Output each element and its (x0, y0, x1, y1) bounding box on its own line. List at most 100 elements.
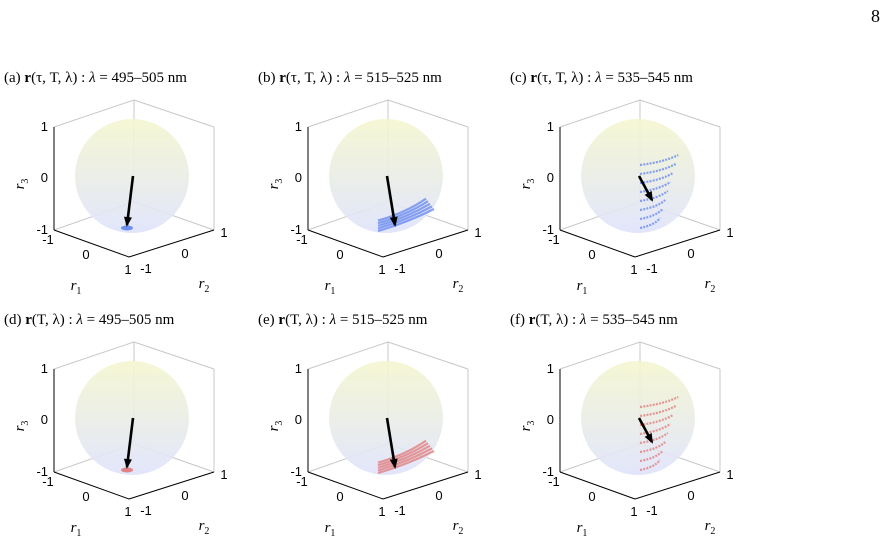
panel-vector: r (24, 70, 32, 86)
state-point (639, 450, 664, 463)
panel-label: (d) (4, 312, 26, 328)
y-tick-label: -1 (140, 261, 152, 276)
arrow-head (124, 458, 132, 469)
x-tick-label: 1 (630, 504, 637, 519)
state-point (639, 423, 672, 436)
x-tick-label: -1 (42, 232, 54, 247)
z-tick-label: 0 (547, 170, 554, 185)
y-tick-label: -1 (140, 503, 152, 518)
state-point (639, 459, 661, 472)
x-tick-label: -1 (548, 232, 560, 247)
panel-range: = 515–525 nm (350, 70, 442, 86)
panel-sep: : (568, 312, 580, 328)
panel-b: (b) r(τ, T, λ) : λ = 515–525 nm 1 0 -1 -1 0 1-… (258, 70, 518, 310)
y-tick-label: 0 (687, 488, 694, 503)
x-tick-label: 1 (124, 262, 131, 277)
z-tick-label: 0 (41, 170, 48, 185)
x-tick-label: 0 (336, 247, 343, 262)
box-edge (387, 99, 469, 128)
panel-range: = 515–525 nm (336, 312, 428, 328)
y-axis-label: r2 (199, 518, 210, 537)
panel-vector: r (279, 70, 286, 86)
x-tick-label: 0 (82, 489, 89, 504)
x-tick-label: 0 (82, 247, 89, 262)
z-tick-label: 1 (41, 119, 48, 134)
arrow-head (389, 458, 398, 469)
state-point-cloud (121, 225, 133, 231)
x-tick-label: 1 (630, 262, 637, 277)
state-point (639, 396, 679, 409)
state-point (377, 197, 427, 222)
axis-line (128, 229, 215, 258)
axis-line (128, 471, 215, 500)
panel-args: (T, λ) (31, 312, 65, 328)
panel-range: = 495–505 nm (82, 312, 175, 328)
panel-label: (b) (258, 70, 280, 86)
panel-args: (τ, T, λ) (31, 70, 78, 86)
panel-lambda: λ (89, 70, 96, 86)
x-tick-label: -1 (42, 474, 54, 489)
panel-title: (a) r(τ, T, λ) : λ = 495–505 nm (4, 70, 187, 87)
panel-d: (d) r(T, λ) : λ = 495–505 nm 1 0 -1 -1 0 1 -1 0 1… (4, 312, 264, 552)
x-axis-label: r1 (325, 278, 336, 297)
arrow-head (389, 216, 398, 227)
z-tick-label: -1 (290, 464, 302, 479)
panel-args: (T, λ) (535, 312, 569, 328)
y-axis-label: r2 (705, 276, 716, 295)
x-axis-label: r1 (71, 278, 82, 297)
state-point (639, 163, 677, 176)
x-tick-label: 0 (336, 489, 343, 504)
z-tick-label: -1 (36, 464, 48, 479)
bloch-sphere (581, 119, 695, 233)
box-edge (133, 341, 215, 370)
z-axis-label: r3 (266, 421, 285, 432)
panel-vector: r (25, 312, 32, 328)
z-axis-label: r3 (12, 421, 31, 432)
x-tick-label: 0 (588, 489, 595, 504)
y-tick-label: 0 (687, 246, 694, 261)
axis-line (53, 229, 130, 258)
x-tick-label: 0 (588, 247, 595, 262)
panel-sep: : (77, 70, 90, 86)
panel-lambda: λ (76, 312, 83, 328)
axis-line (307, 471, 384, 500)
y-tick-label: 0 (435, 488, 442, 503)
state-point-cloud (377, 439, 435, 475)
z-tick-label: 0 (295, 412, 302, 427)
panel-a: (a) r(τ, T, λ) : λ = 495–505 nm 1 0 -1 -1 0 1-… (4, 70, 264, 310)
x-tick-label: 1 (378, 262, 385, 277)
state-point (639, 181, 672, 194)
box-edge (133, 99, 215, 128)
state-point (377, 447, 433, 472)
y-tick-label: -1 (646, 503, 658, 518)
panel-args: (τ, T, λ) (537, 70, 584, 86)
bloch-sphere (581, 361, 695, 475)
panel-args: (T, λ) (285, 312, 318, 328)
y-tick-label: 0 (181, 246, 188, 261)
state-point (377, 450, 435, 475)
z-tick-label: -1 (542, 222, 554, 237)
state-point (377, 208, 435, 233)
y-tick-label: -1 (646, 261, 658, 276)
panel-range: = 535–545 nm (586, 312, 678, 328)
x-tick-label: 1 (378, 504, 385, 519)
state-point (377, 200, 429, 225)
z-tick-label: -1 (290, 222, 302, 237)
y-axis-label: r2 (453, 518, 464, 537)
arrow-head (124, 216, 132, 227)
state-point (121, 467, 133, 473)
state-point (377, 444, 431, 469)
z-axis-label: r3 (518, 421, 537, 432)
state-point (639, 405, 677, 418)
y-axis-label: r2 (199, 276, 210, 295)
y-tick-label: 1 (726, 225, 733, 240)
mean-state-arrow (385, 175, 397, 226)
y-tick-label: -1 (394, 261, 406, 276)
box-edge (307, 99, 389, 128)
mean-state-arrow (125, 175, 135, 226)
state-point (639, 154, 679, 167)
